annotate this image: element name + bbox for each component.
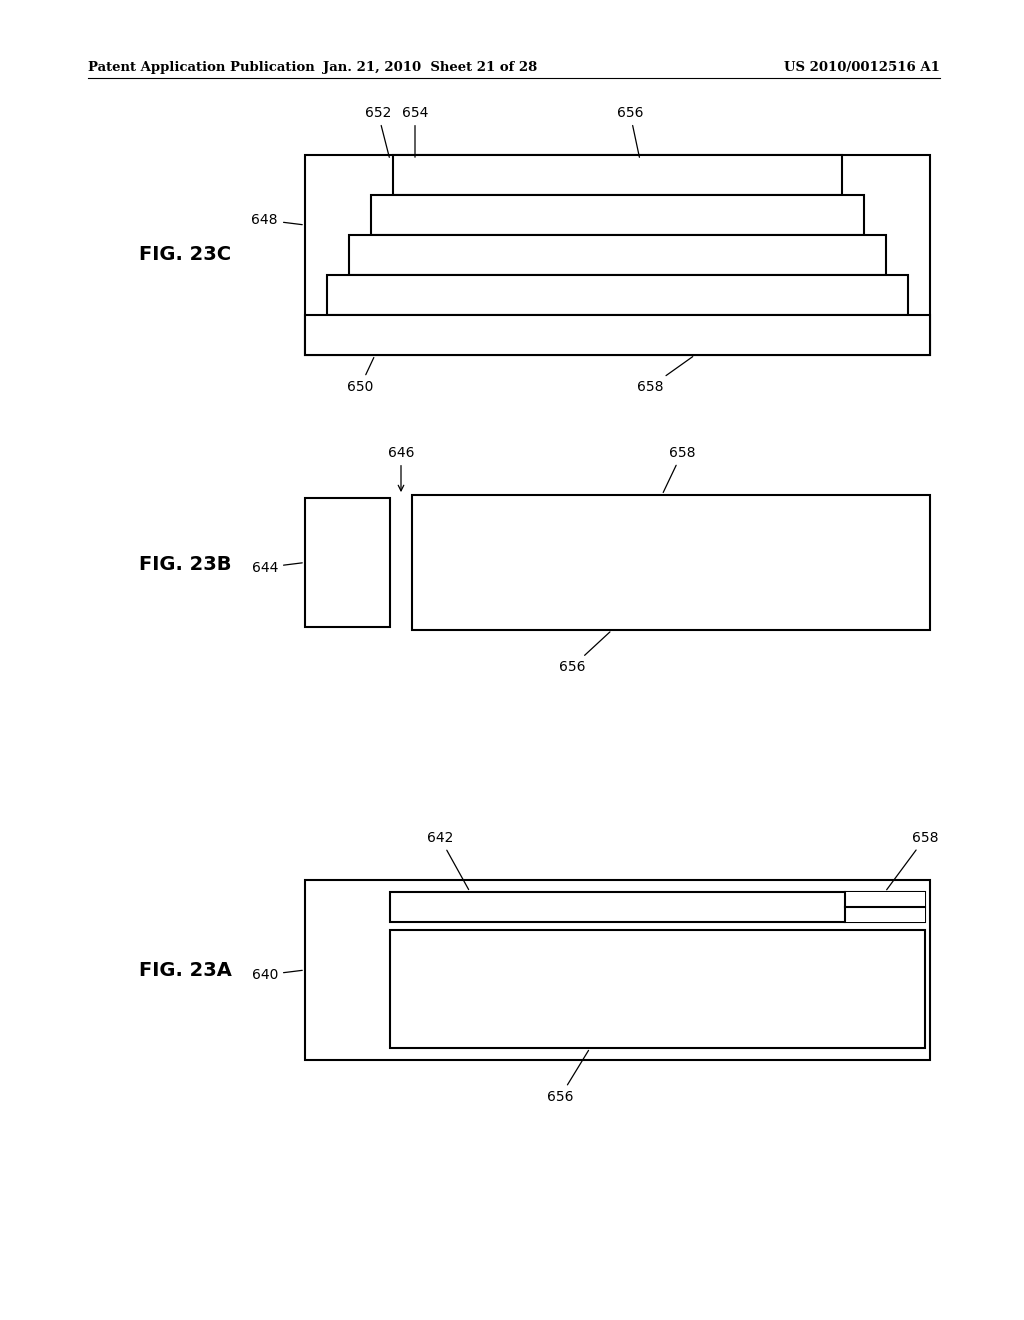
Text: FIG. 23B: FIG. 23B xyxy=(138,554,231,573)
Text: 656: 656 xyxy=(547,1051,589,1104)
Bar xyxy=(390,892,925,921)
Text: 648: 648 xyxy=(252,213,302,227)
Text: 658: 658 xyxy=(887,832,938,890)
Text: 644: 644 xyxy=(252,561,302,574)
Bar xyxy=(412,495,930,630)
Text: US 2010/0012516 A1: US 2010/0012516 A1 xyxy=(784,62,940,74)
Bar xyxy=(349,235,886,275)
Text: 654: 654 xyxy=(401,106,428,157)
Text: 658: 658 xyxy=(664,446,695,492)
Bar xyxy=(305,498,390,627)
Text: 650: 650 xyxy=(347,358,374,393)
Text: 658: 658 xyxy=(637,356,693,393)
Text: FIG. 23A: FIG. 23A xyxy=(138,961,231,979)
Text: FIG. 23C: FIG. 23C xyxy=(139,246,231,264)
Text: 640: 640 xyxy=(252,968,302,982)
Text: 656: 656 xyxy=(616,106,643,157)
Text: 656: 656 xyxy=(559,632,610,675)
Bar xyxy=(305,315,930,355)
Text: Jan. 21, 2010  Sheet 21 of 28: Jan. 21, 2010 Sheet 21 of 28 xyxy=(323,62,538,74)
Text: 642: 642 xyxy=(427,832,469,890)
Bar xyxy=(390,931,925,1048)
Bar xyxy=(393,154,842,195)
Bar xyxy=(305,880,930,1060)
Text: 646: 646 xyxy=(388,446,415,491)
Bar xyxy=(305,154,930,355)
Bar xyxy=(371,195,864,235)
Bar xyxy=(327,275,908,315)
Text: Patent Application Publication: Patent Application Publication xyxy=(88,62,314,74)
Text: 652: 652 xyxy=(365,106,391,157)
Bar xyxy=(845,892,925,921)
